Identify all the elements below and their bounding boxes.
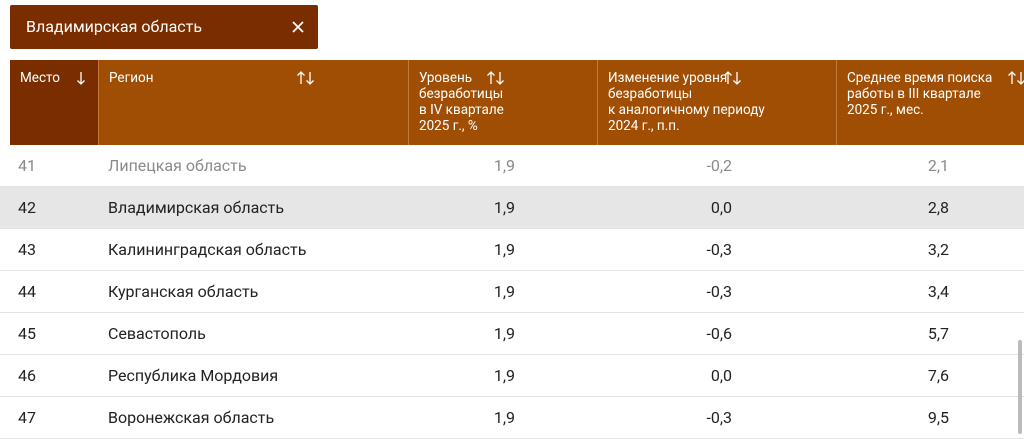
table-cell: 3,2 (927, 240, 949, 259)
table-body: 41 Липецкая область 1,9 -0,2 2,1 42 Владимирск… (0, 145, 1024, 439)
table-cell: 5,7 (927, 324, 949, 343)
table-cell: -0,3 (706, 240, 732, 259)
close-icon[interactable] (291, 20, 305, 34)
table-cell: Калининградская область (108, 240, 307, 259)
column-header[interactable]: Уровень безработицы в IV квартале 2025 г., … (408, 60, 597, 145)
table-cell: 44 (18, 282, 36, 301)
table-cell: 43 (18, 240, 36, 259)
sort-icon[interactable] (1007, 70, 1024, 86)
filter-chip[interactable]: Владимирская область (10, 5, 318, 49)
header-text: Уровень (419, 70, 473, 86)
table-cell: 3,4 (927, 282, 949, 301)
table-cell: -0,2 (706, 156, 732, 175)
table-cell: 1,9 (493, 366, 515, 385)
table-cell: -0,3 (706, 282, 732, 301)
table-row[interactable]: 41 Липецкая область 1,9 -0,2 2,1 (0, 145, 1024, 187)
table-cell: 0,0 (710, 198, 732, 217)
table-cell: 1,9 (493, 324, 515, 343)
column-header[interactable]: Регион (98, 60, 408, 145)
table-cell: 1,9 (493, 156, 515, 175)
header-text: 2025 г., мес. (847, 102, 924, 118)
table-cell: 2,8 (927, 198, 949, 217)
table-cell: 7,6 (927, 366, 949, 385)
header-text: Изменение уровня (608, 70, 728, 86)
table-cell: Владимирская область (108, 198, 285, 217)
table-cell: 1,9 (493, 240, 515, 259)
table-row[interactable]: 45 Севастополь 1,9 -0,6 5,7 (0, 313, 1024, 355)
table-cell: 42 (18, 198, 36, 217)
sort-icon[interactable] (723, 70, 743, 86)
filter-label: Владимирская область (26, 17, 203, 36)
table-cell: Воронежская область (108, 408, 275, 427)
sort-icon[interactable] (486, 70, 506, 86)
table-header: Место Регион Уровень безработицы в IV кварта… (10, 60, 1024, 145)
table-cell: -0,3 (706, 408, 732, 427)
table-cell: 45 (18, 324, 36, 343)
table-cell: 1,9 (493, 282, 515, 301)
sort-icon[interactable] (296, 70, 316, 86)
header-text: работы в III квартале (847, 86, 981, 102)
table-cell: 2,1 (927, 156, 949, 175)
header-text: безработицы (419, 86, 504, 102)
table-row[interactable]: 43 Калининградская область 1,9 -0,3 3,2 (0, 229, 1024, 271)
table-row[interactable]: 47 Воронежская область 1,9 -0,3 9,5 (0, 397, 1024, 439)
table-row[interactable]: 44 Курганская область 1,9 -0,3 3,4 (0, 271, 1024, 313)
table-row[interactable]: 42 Владимирская область 1,9 0,0 2,8 (0, 187, 1024, 229)
header-text: к аналогичному периоду (608, 102, 765, 118)
header-text: безработицы (608, 86, 693, 102)
table-cell: Республика Мордовия (108, 366, 279, 385)
table-cell: 0,0 (710, 366, 732, 385)
sort-icon[interactable] (76, 70, 96, 86)
column-header[interactable]: Среднее время поиска работы в III квартал… (836, 60, 1024, 145)
table-row[interactable]: 46 Республика Мордовия 1,9 0,0 7,6 (0, 355, 1024, 397)
header-text: в IV квартале (419, 102, 504, 118)
table-cell: 1,9 (493, 198, 515, 217)
table-cell: 46 (18, 366, 36, 385)
header-text: 2024 г., п.п. (608, 118, 680, 134)
header-text: Среднее время поиска (847, 70, 993, 86)
header-text: Место (20, 70, 60, 86)
table-cell: 47 (18, 408, 36, 427)
table-cell: Курганская область (108, 282, 259, 301)
table-cell: -0,6 (706, 324, 732, 343)
table-cell: 41 (18, 156, 36, 175)
column-header[interactable]: Место (10, 60, 98, 145)
table-cell: 9,5 (927, 408, 949, 427)
table-cell: Севастополь (108, 324, 206, 343)
header-text: Регион (109, 70, 154, 86)
scrollbar[interactable] (1018, 340, 1022, 434)
table-cell: Липецкая область (108, 156, 247, 175)
table-cell: 1,9 (493, 408, 515, 427)
column-header[interactable]: Изменение уровня безработицы к аналогичном… (597, 60, 836, 145)
header-text: 2025 г., % (419, 118, 478, 134)
